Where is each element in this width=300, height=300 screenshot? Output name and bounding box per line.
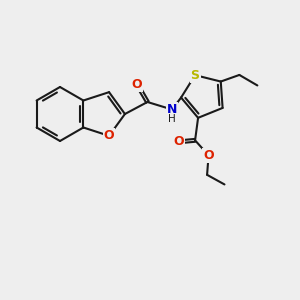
Text: O: O <box>104 129 114 142</box>
Text: O: O <box>173 135 184 148</box>
Text: O: O <box>203 149 214 162</box>
Text: S: S <box>190 69 200 82</box>
Text: N: N <box>167 103 177 116</box>
Text: O: O <box>132 77 142 91</box>
Text: H: H <box>169 114 176 124</box>
